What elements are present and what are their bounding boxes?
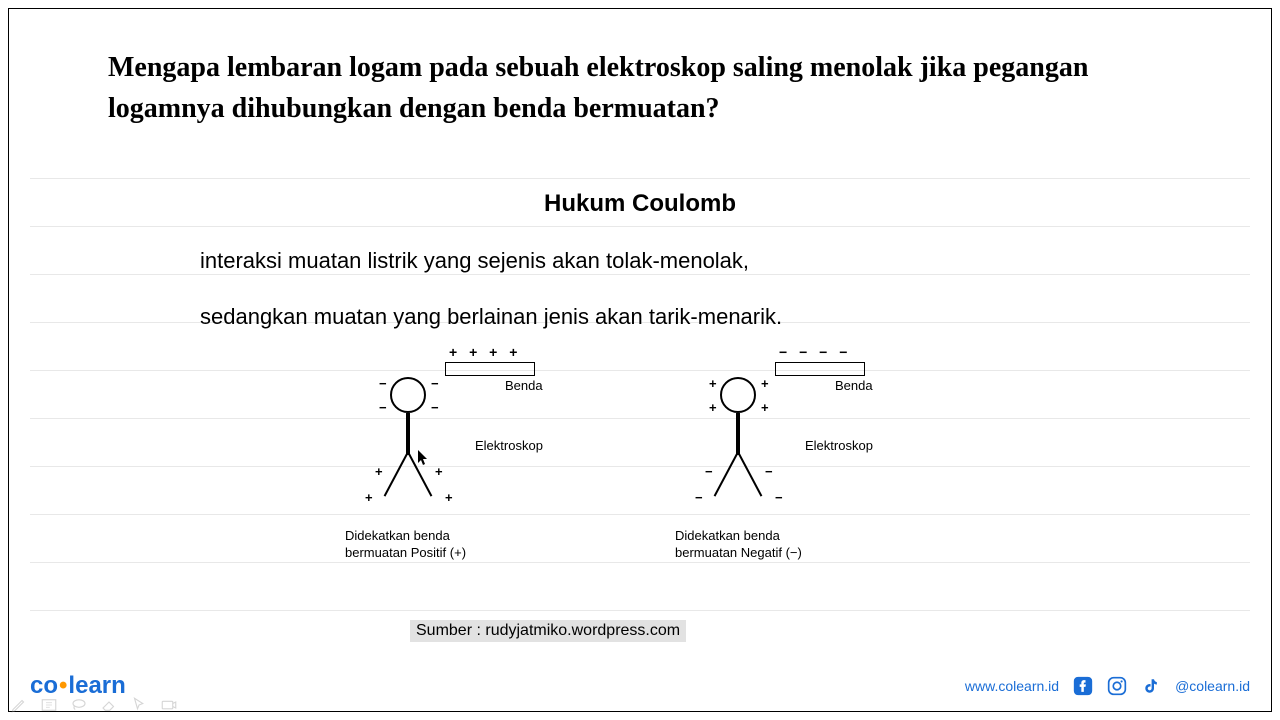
- ruled-line: [30, 610, 1250, 611]
- electroscope-stem: [736, 413, 740, 455]
- diagram-caption: Didekatkan benda bermuatan Positif (+): [345, 528, 466, 562]
- leaf-charge: +: [365, 490, 373, 505]
- knob-charge: +: [709, 376, 717, 391]
- knob-charge: +: [761, 400, 769, 415]
- eraser-icon[interactable]: [100, 696, 118, 714]
- cursor-icon: [418, 450, 430, 469]
- knob-charge: +: [761, 376, 769, 391]
- leaf-charge: +: [375, 464, 383, 479]
- lasso-icon[interactable]: [70, 696, 88, 714]
- knob-charge: −: [431, 400, 439, 415]
- leaf-charge: +: [445, 490, 453, 505]
- knob-charge: +: [709, 400, 717, 415]
- diagram-row: + + + + Benda − − − − + + + + Elektrosko…: [0, 352, 1280, 592]
- benda-box: [775, 362, 865, 376]
- body-line-1: interaksi muatan listrik yang sejenis ak…: [200, 248, 749, 274]
- question-text: Mengapa lembaran logam pada sebuah elekt…: [108, 48, 1172, 129]
- electroscope-knob: [390, 377, 426, 413]
- website-link[interactable]: www.colearn.id: [965, 678, 1059, 694]
- leaf-charge: −: [765, 464, 773, 479]
- social-handle: @colearn.id: [1175, 678, 1250, 694]
- pointer-icon[interactable]: [130, 696, 148, 714]
- ruled-line: [30, 226, 1250, 227]
- source-credit: Sumber : rudyjatmiko.wordpress.com: [410, 620, 686, 642]
- caption-line: Didekatkan benda: [345, 528, 450, 543]
- pen-icon[interactable]: [10, 696, 28, 714]
- footer: co•learn www.colearn.id @colearn.id: [30, 672, 1250, 700]
- benda-label: Benda: [505, 378, 543, 393]
- caption-line: Didekatkan benda: [675, 528, 780, 543]
- leaf-charge: −: [695, 490, 703, 505]
- ruled-line: [30, 178, 1250, 179]
- knob-charge: −: [379, 376, 387, 391]
- benda-box: [445, 362, 535, 376]
- caption-line: bermuatan Positif (+): [345, 545, 466, 560]
- electroscope-knob: [720, 377, 756, 413]
- section-heading: Hukum Coulomb: [0, 190, 1280, 218]
- elektroskop-label: Elektroskop: [805, 438, 873, 453]
- electroscope-leaf: [737, 452, 762, 497]
- leaf-charge: −: [705, 464, 713, 479]
- caption-line: bermuatan Negatif (−): [675, 545, 802, 560]
- tiktok-icon[interactable]: [1141, 676, 1161, 696]
- benda-label: Benda: [835, 378, 873, 393]
- leaf-charge: +: [435, 464, 443, 479]
- diagram-negative: − − − − Benda + + + + − − − − Elektrosko…: [675, 352, 935, 592]
- elektroskop-label: Elektroskop: [475, 438, 543, 453]
- leaf-charge: −: [775, 490, 783, 505]
- body-line-2: sedangkan muatan yang berlainan jenis ak…: [200, 304, 782, 330]
- instagram-icon[interactable]: [1107, 676, 1127, 696]
- footer-right: www.colearn.id @colearn.id: [965, 676, 1250, 696]
- camera-icon[interactable]: [160, 696, 178, 714]
- diagram-caption: Didekatkan benda bermuatan Negatif (−): [675, 528, 802, 562]
- electroscope-stem: [406, 413, 410, 455]
- knob-charge: −: [379, 400, 387, 415]
- electroscope-leaf: [384, 452, 409, 497]
- diagram-positive: + + + + Benda − − − − + + + + Elektrosko…: [345, 352, 605, 592]
- benda-charges: − − − −: [779, 344, 851, 360]
- electroscope-leaf: [714, 452, 739, 497]
- knob-charge: −: [431, 376, 439, 391]
- text-box-icon[interactable]: [40, 696, 58, 714]
- facebook-icon[interactable]: [1073, 676, 1093, 696]
- ruled-line: [30, 274, 1250, 275]
- benda-charges: + + + +: [449, 344, 521, 360]
- annotation-toolbar: [0, 690, 188, 720]
